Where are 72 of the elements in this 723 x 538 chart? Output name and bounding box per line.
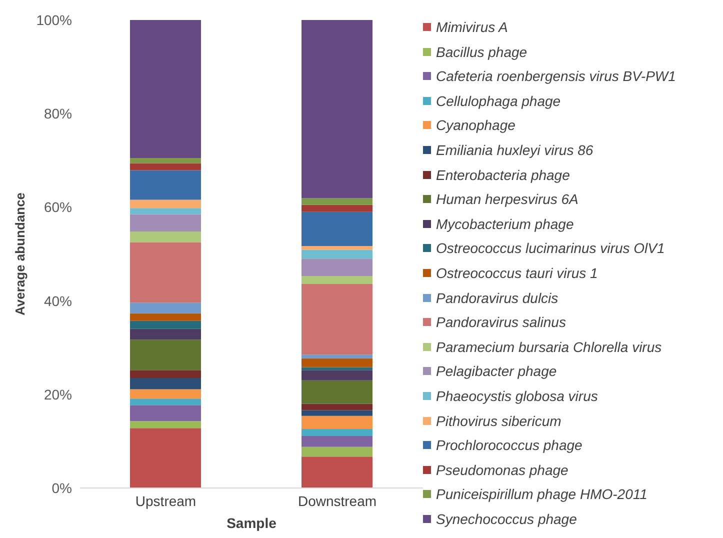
legend-label: Synechococcus phage xyxy=(436,510,577,527)
y-tick-label: 80% xyxy=(44,106,72,122)
bar xyxy=(130,163,201,170)
bar xyxy=(302,258,372,276)
bar xyxy=(130,370,201,378)
legend-label: Ostreococcus tauri virus 1 xyxy=(436,265,598,281)
y-tick-label: 100% xyxy=(36,12,72,28)
legend-label: Ostreococcus lucimarinus virus OlV1 xyxy=(436,240,665,256)
bar xyxy=(302,246,372,250)
bar xyxy=(302,354,372,358)
y-axis-title: Average abundance xyxy=(12,192,28,316)
bar xyxy=(130,200,201,208)
bar xyxy=(130,20,201,158)
y-tick-label: 0% xyxy=(52,480,72,496)
bar xyxy=(302,404,372,410)
bar xyxy=(130,242,201,303)
bar xyxy=(130,389,201,399)
legend-label: Mycobacterium phage xyxy=(436,216,574,232)
legend-label: Pseudomonas phage xyxy=(436,462,568,478)
bar xyxy=(130,398,201,406)
bar xyxy=(302,436,372,447)
bar xyxy=(130,214,201,232)
legend-label: Prochlorococcus phage xyxy=(436,437,582,454)
legend-label: Pelagibacter phage xyxy=(436,363,557,380)
bar xyxy=(130,158,201,164)
bar xyxy=(302,20,372,198)
bar xyxy=(302,370,372,380)
bar xyxy=(130,302,201,314)
legend-label: Emiliania huxleyi virus 86 xyxy=(436,142,594,158)
legend-label: Enterobacteria phage xyxy=(436,166,570,183)
bar xyxy=(130,405,201,422)
bar xyxy=(130,340,201,370)
y-tick-label: 40% xyxy=(44,292,72,309)
x-axis-title: Sample xyxy=(226,515,277,531)
bar xyxy=(302,446,372,457)
y-tick-label: 20% xyxy=(44,386,72,402)
legend-label: Pithovirus sibericum xyxy=(436,412,562,429)
bar xyxy=(302,410,372,416)
bar xyxy=(302,456,372,488)
x-tick-label: Downstream xyxy=(298,492,377,509)
bar xyxy=(130,428,201,488)
bar xyxy=(130,378,201,390)
bar xyxy=(302,212,372,246)
bar xyxy=(302,198,372,205)
legend-label: Bacillus phage xyxy=(436,44,528,60)
legend-label: Paramecium bursaria Chlorella virus xyxy=(436,338,662,355)
x-tick-label: Upstream xyxy=(135,492,196,509)
legend-label: Puniceispirillum phage HMO-2011 xyxy=(436,486,648,502)
legend-label: Cafeteria roenbergensis virus BV-PW1 xyxy=(436,68,676,84)
legend-label: Pandoravirus dulcis xyxy=(436,290,558,306)
bar xyxy=(130,170,201,200)
bar xyxy=(130,232,201,242)
bar xyxy=(302,276,372,284)
legend-label: Mimivirus A xyxy=(436,19,508,36)
bar xyxy=(130,313,201,321)
bar xyxy=(302,380,372,404)
bar xyxy=(302,416,372,430)
bar xyxy=(302,284,372,355)
bar xyxy=(130,328,201,340)
bar xyxy=(302,250,372,259)
legend-label: Cyanophage xyxy=(436,117,516,134)
bar xyxy=(130,421,201,428)
bar xyxy=(130,208,201,214)
legend-label: Human herpesvirus 6A xyxy=(436,191,578,208)
legend-label: Pandoravirus salinus xyxy=(436,314,566,330)
bar xyxy=(302,204,372,212)
bar xyxy=(302,429,372,436)
legend-label: Phaeocystis globosa virus xyxy=(436,388,598,404)
bar xyxy=(130,320,201,329)
y-tick-label: 60% xyxy=(44,199,72,216)
legend-label: Cellulophaga phage xyxy=(436,92,561,109)
bar xyxy=(302,358,372,368)
